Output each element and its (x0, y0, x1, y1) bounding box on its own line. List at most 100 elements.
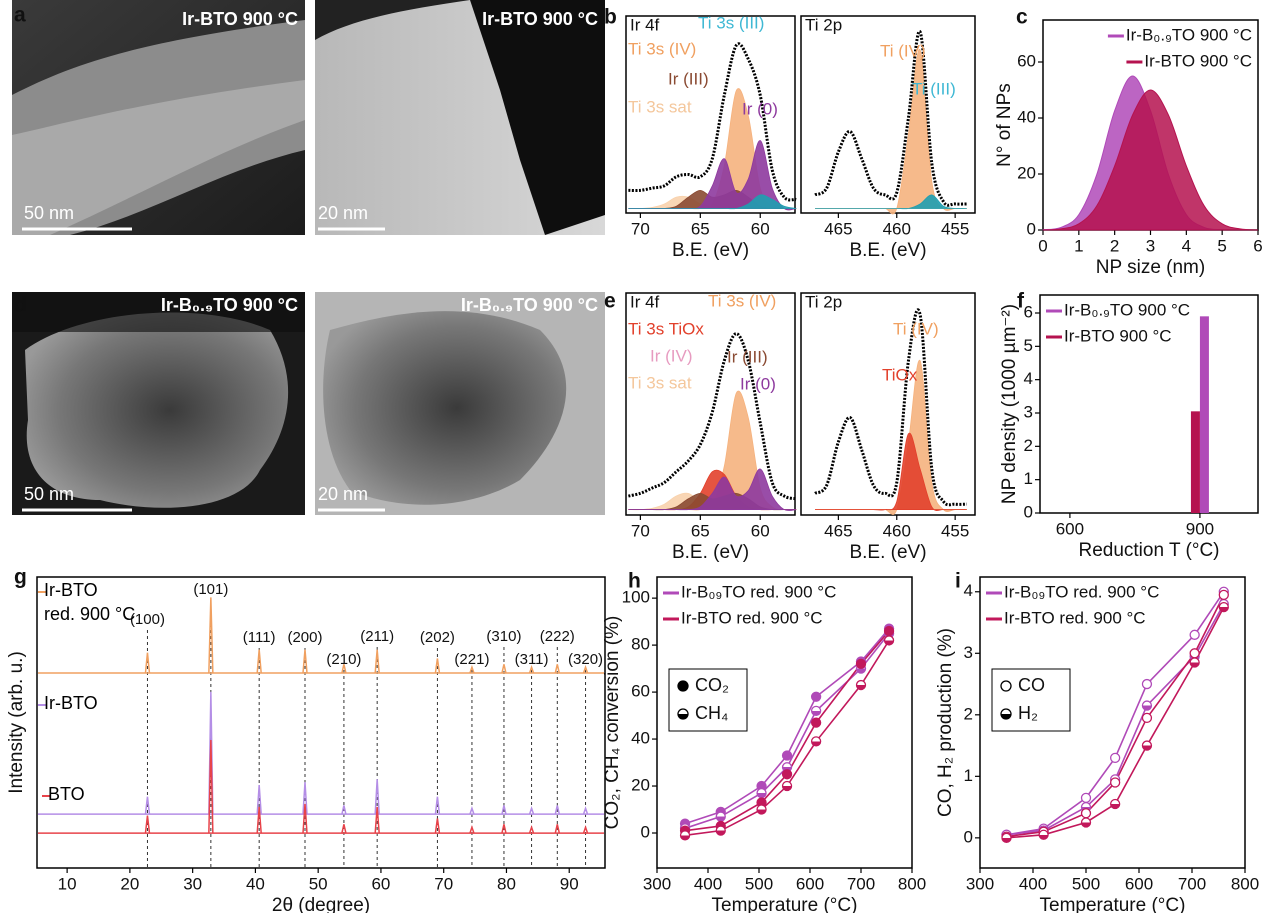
component-area (815, 49, 967, 215)
data-point (1189, 648, 1200, 659)
peak-annotation: Ir (IV) (650, 346, 693, 365)
diffraction-peak (144, 796, 151, 815)
diffraction-peak (469, 824, 475, 834)
y-tick-label: 40 (1017, 107, 1036, 126)
peak-label: (221) (454, 651, 489, 668)
scale-label: 20 nm (318, 484, 368, 504)
peak-annotation: Ti 3s sat (628, 373, 692, 392)
x-tick-label: 400 (1019, 874, 1047, 893)
y-tick-label: 3 (1024, 402, 1033, 421)
panel-letter: e (604, 290, 616, 313)
x-tick-label: 600 (1056, 519, 1084, 538)
peak-label: (111) (243, 629, 276, 646)
legend-label: Ir-B₀.₉TO 900 °C (1126, 25, 1252, 44)
envelope-line (628, 42, 797, 202)
data-point (1001, 832, 1012, 844)
y-tick-label: 0 (641, 822, 650, 841)
x-tick-label: 500 (745, 874, 773, 893)
x-tick-label: 70 (631, 521, 650, 540)
data-point (1080, 792, 1092, 804)
peak-annotation: Ti 3s (IV) (628, 39, 696, 58)
diffraction-peak (582, 664, 589, 674)
x-tick-label: 5 (1217, 236, 1226, 255)
diffraction-peak (582, 806, 589, 815)
x-axis-title: Reduction T (°C) (1078, 540, 1219, 561)
diffraction-peak (501, 824, 507, 834)
y-tick-label: 1 (1024, 469, 1033, 488)
x-tick-label: 40 (246, 874, 265, 893)
scale-label: 50 nm (24, 203, 74, 223)
diffraction-peak (554, 805, 561, 815)
diffraction-peak (302, 782, 308, 815)
x-tick-label: 300 (966, 874, 994, 893)
x-tick-label: 700 (847, 874, 875, 893)
data-point (1038, 829, 1049, 840)
diffraction-peak (501, 805, 507, 815)
peak-annotation: Ti 3s TiOx (628, 319, 704, 338)
diffraction-peak (469, 806, 475, 815)
plot-frame (656, 576, 913, 869)
bar (1199, 316, 1209, 513)
x-tick-label: 65 (691, 219, 710, 238)
x-tick-label: 600 (796, 874, 824, 893)
x-tick-label: 300 (643, 874, 671, 893)
marker-legend-symbol (677, 708, 689, 720)
x-tick-label: 90 (560, 874, 579, 893)
diffraction-peak (341, 805, 347, 815)
tem-particle (323, 311, 567, 505)
x-tick-label: 465 (824, 219, 852, 238)
data-point (1141, 712, 1153, 724)
diffraction-peak (256, 649, 262, 674)
peak-annotation: Ti (IV) (880, 41, 926, 60)
legend-label: Ir-BTO red. 900 °C (681, 608, 823, 627)
x-axis-title: Temperature (°C) (1040, 895, 1186, 913)
data-point (855, 658, 867, 670)
data-point (781, 780, 793, 792)
image-label: Ir-BTO 900 °C (182, 9, 298, 29)
data-point (810, 736, 822, 747)
data-point (1189, 629, 1200, 640)
plot-frame (1039, 294, 1259, 514)
legend-label: Ir-BTO 900 °C (1144, 51, 1252, 70)
marker-legend-box (991, 668, 1071, 732)
data-point (756, 804, 767, 815)
plot-frame (979, 576, 1246, 869)
y-tick-label: 5 (1024, 336, 1033, 355)
diffraction-peak (434, 818, 441, 834)
image-label: Ir-BTO 900 °C (482, 9, 598, 29)
marker-legend-label: CO (1018, 675, 1045, 695)
diffraction-peak (501, 664, 507, 674)
y-tick-label: 0 (1024, 502, 1033, 521)
x-tick-label: 60 (751, 521, 770, 540)
legend-label: Ir-B₀₉TO red. 900 °C (1004, 582, 1159, 601)
marker-legend-symbol (1000, 680, 1012, 692)
peak-annotation: Ti 3s (III) (698, 13, 764, 32)
plot-title: Ir 4f (630, 292, 660, 311)
x-tick-label: 30 (183, 874, 202, 893)
scale-label: 20 nm (318, 203, 368, 223)
plot-frame (800, 15, 976, 214)
marker-legend-symbol (677, 680, 689, 692)
plot-title: Ti 2p (805, 15, 842, 34)
x-tick-label: 60 (751, 219, 770, 238)
marker-legend-symbol (1000, 708, 1012, 720)
diffraction-peak (469, 664, 475, 674)
diffraction-peak (582, 824, 589, 834)
x-tick-label: 700 (1178, 874, 1206, 893)
series-label: Ir-BTO red. 900 °C (44, 580, 136, 624)
peak-label: (200) (287, 629, 322, 646)
component-area (628, 194, 797, 210)
peak-label: (211) (360, 628, 394, 645)
data-point (1141, 740, 1153, 751)
y-axis-title: NP density (1000 µm⁻²) (999, 304, 1020, 504)
panel-letter: a (14, 4, 26, 27)
diffraction-peak (434, 658, 441, 674)
tem-particle (25, 312, 289, 508)
x-tick-label: 4 (1182, 236, 1191, 255)
plot-frame (625, 15, 796, 214)
diffraction-peak (302, 649, 308, 674)
legend-label: Ir-B₀₉TO red. 900 °C (681, 582, 836, 601)
peak-label: (222) (540, 628, 575, 645)
